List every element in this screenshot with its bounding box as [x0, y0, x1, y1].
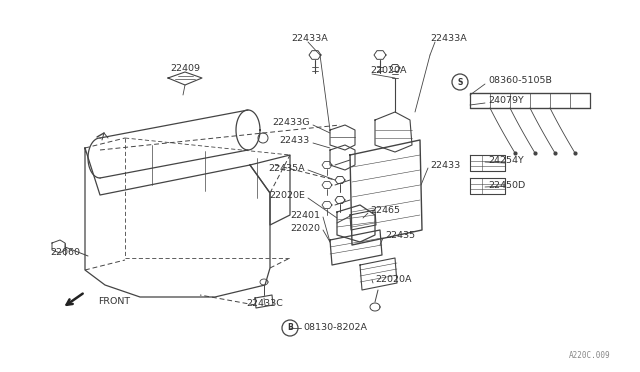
- Text: 22409: 22409: [170, 64, 200, 73]
- Text: 22020A: 22020A: [375, 276, 412, 285]
- Text: 24254Y: 24254Y: [488, 155, 524, 164]
- Text: S: S: [458, 77, 463, 87]
- Text: 22435: 22435: [385, 231, 415, 240]
- Text: 22433A: 22433A: [430, 33, 467, 42]
- Text: 22020E: 22020E: [269, 190, 305, 199]
- Text: 22401: 22401: [290, 211, 320, 219]
- Text: FRONT: FRONT: [98, 298, 130, 307]
- Text: 08130-8202A: 08130-8202A: [303, 324, 367, 333]
- Text: 08360-5105B: 08360-5105B: [488, 76, 552, 84]
- Text: 22433A: 22433A: [292, 33, 328, 42]
- Text: 22433G: 22433G: [273, 118, 310, 126]
- Text: 22020: 22020: [290, 224, 320, 232]
- Text: 22433C: 22433C: [246, 298, 284, 308]
- Text: 24079Y: 24079Y: [488, 96, 524, 105]
- Text: 22450D: 22450D: [488, 180, 525, 189]
- Text: B: B: [287, 324, 293, 333]
- Text: 22435A: 22435A: [268, 164, 305, 173]
- Text: A220C.009: A220C.009: [568, 351, 610, 360]
- Text: 22020A: 22020A: [370, 65, 406, 74]
- Text: 22433: 22433: [280, 135, 310, 144]
- Text: 22465: 22465: [370, 205, 400, 215]
- Text: 22060: 22060: [50, 247, 80, 257]
- Text: 22433: 22433: [430, 160, 460, 170]
